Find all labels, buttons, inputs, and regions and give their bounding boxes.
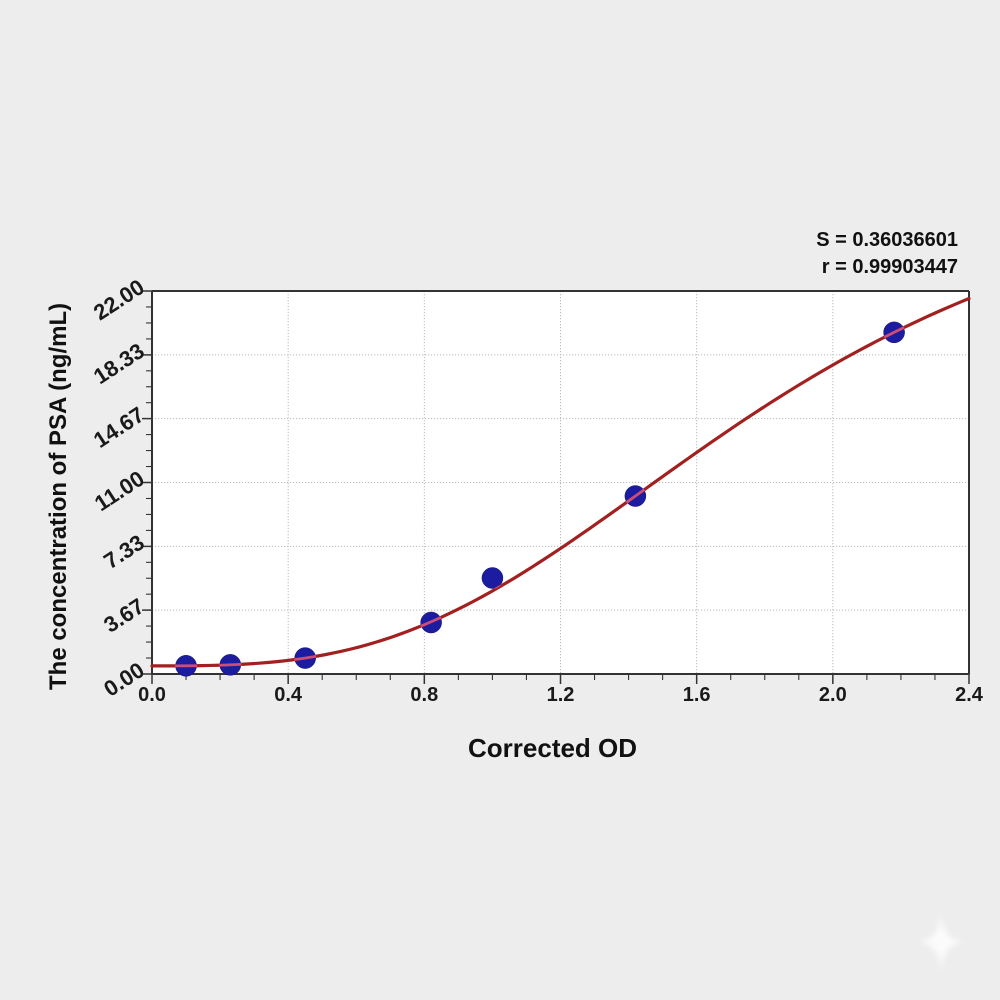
svg-text:2.4: 2.4 [955, 684, 984, 706]
svg-text:1.6: 1.6 [683, 684, 711, 706]
svg-text:2.0: 2.0 [819, 684, 847, 706]
svg-text:0.4: 0.4 [274, 684, 303, 706]
svg-text:0.8: 0.8 [410, 684, 438, 706]
svg-text:0.0: 0.0 [138, 684, 166, 706]
svg-text:1.2: 1.2 [547, 684, 575, 706]
